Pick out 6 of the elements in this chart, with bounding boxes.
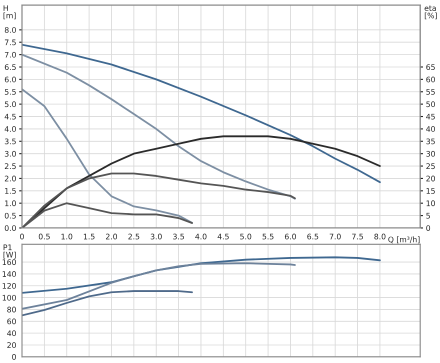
- line-series: [22, 290, 193, 316]
- line-series: [22, 44, 381, 184]
- line-series: [22, 88, 193, 224]
- line-series: [22, 256, 381, 294]
- line-series: [22, 54, 296, 200]
- line-series: [22, 262, 296, 310]
